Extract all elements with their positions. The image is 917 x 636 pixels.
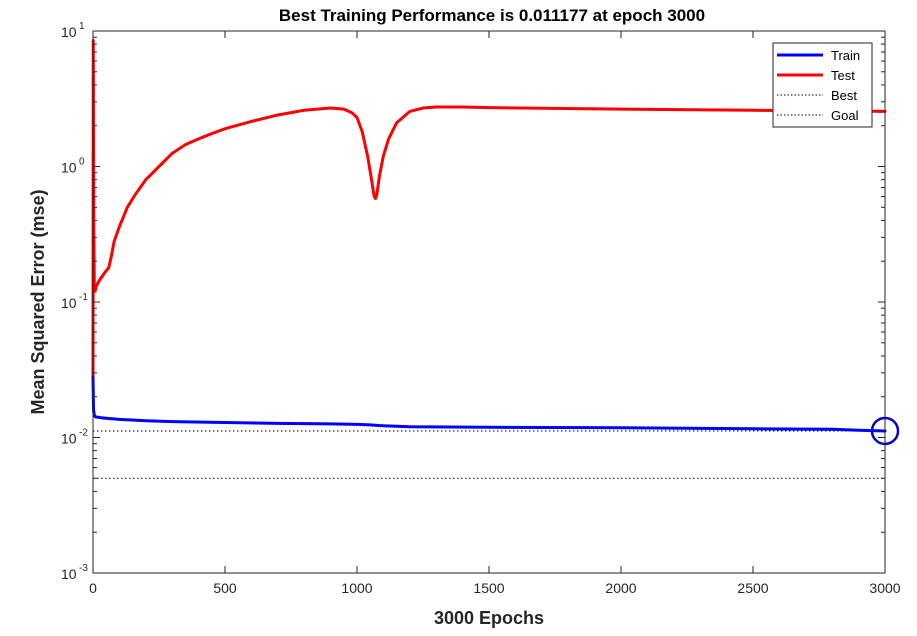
x-tick-label: 1500 bbox=[473, 580, 504, 596]
series-test-line bbox=[91, 39, 887, 379]
legend-label-test: Test bbox=[831, 68, 855, 83]
x-tick-label: 1000 bbox=[341, 580, 372, 596]
plot-area bbox=[93, 31, 885, 573]
y-tick-exponent: -3 bbox=[79, 563, 88, 574]
chart-title: Best Training Performance is 0.011177 at… bbox=[279, 6, 705, 25]
legend: Train Test Best Goal bbox=[772, 42, 873, 128]
y-tick-label: 10 bbox=[61, 24, 77, 40]
x-axis-label: 3000 Epochs bbox=[434, 608, 544, 628]
legend-label-goal: Goal bbox=[831, 108, 859, 123]
y-tick-label: 10 bbox=[61, 431, 77, 447]
y-tick-exponent: -2 bbox=[79, 428, 88, 439]
legend-box bbox=[772, 42, 873, 128]
y-tick-exponent: 1 bbox=[79, 21, 85, 32]
y-axis-label: Mean Squared Error (mse) bbox=[28, 189, 48, 414]
y-tick-exponent: -1 bbox=[79, 292, 88, 303]
y-tick-exponent: 0 bbox=[79, 157, 85, 168]
y-tick-label: 10 bbox=[61, 295, 77, 311]
series-train-line bbox=[91, 375, 887, 433]
x-tick-label: 2000 bbox=[605, 580, 636, 596]
series-lines bbox=[91, 39, 887, 433]
y-tick-label: 10 bbox=[61, 566, 77, 582]
x-tick-label: 3000 bbox=[869, 580, 900, 596]
y-tick-label: 10 bbox=[61, 160, 77, 176]
reference-lines bbox=[93, 31, 886, 573]
x-tick-label: 500 bbox=[213, 580, 237, 596]
legend-label-train: Train bbox=[831, 48, 860, 63]
x-tick-label: 2500 bbox=[737, 580, 768, 596]
legend-label-best: Best bbox=[831, 88, 857, 103]
axes bbox=[92, 30, 886, 574]
x-tick-label: 0 bbox=[89, 580, 97, 596]
